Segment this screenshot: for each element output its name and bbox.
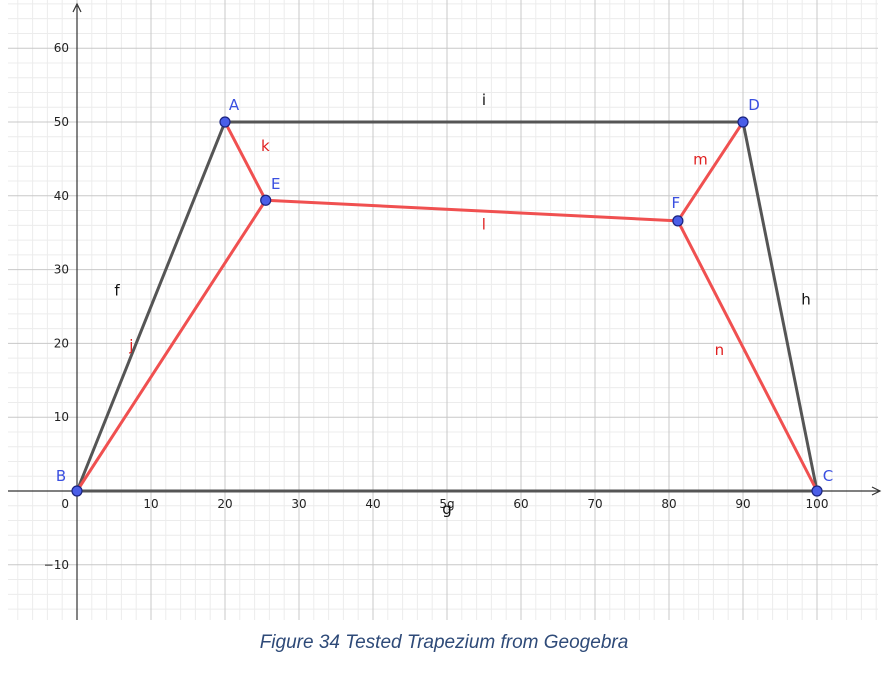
major-grid	[8, 0, 878, 620]
points	[71, 116, 823, 497]
segment-label-k: k	[261, 137, 270, 155]
x-tick-label: 100	[806, 497, 829, 511]
segment-k	[223, 120, 268, 202]
segment-label-h: h	[801, 291, 811, 309]
x-tick-label: 5g	[439, 497, 454, 511]
segments	[75, 120, 819, 493]
segment-label-g: g	[442, 500, 452, 518]
geometry-plot: 0 10 20 30 40 5g 60 70 80 90 100 −10 10 20 30 40 50 60 f i…	[8, 0, 882, 620]
labels: f i h g j k l m n A B C D E F	[56, 91, 833, 518]
point-label-D: D	[748, 96, 760, 114]
segment-label-m: m	[693, 150, 708, 168]
x-tick-label: 80	[661, 497, 676, 511]
minor-grid	[8, 0, 878, 620]
segment-l	[264, 198, 680, 223]
segment-n	[676, 219, 819, 493]
y-tick-label: 30	[54, 263, 69, 277]
x-tick-label: 20	[217, 497, 232, 511]
segment-label-n: n	[715, 341, 725, 359]
point-label-C: C	[823, 467, 833, 485]
x-tick-label: 0	[61, 497, 69, 511]
x-axis-arrow	[871, 486, 882, 496]
figure-caption: Figure 34 Tested Trapezium from Geogebra	[259, 632, 629, 653]
point-label-E: E	[271, 175, 280, 193]
x-tick-label: 90	[735, 497, 750, 511]
y-tick-label: 40	[54, 189, 69, 203]
point-label-B: B	[56, 467, 66, 485]
segment-label-i: i	[482, 91, 486, 109]
segment-f	[75, 120, 227, 493]
x-tick-label: 10	[143, 497, 158, 511]
point-C	[811, 485, 823, 497]
segment-label-l: l	[482, 216, 486, 234]
y-tick-label: −10	[44, 558, 69, 572]
x-tick-label: 70	[587, 497, 602, 511]
y-tick-label: 50	[54, 115, 69, 129]
x-tick-label: 40	[365, 497, 380, 511]
x-tick-label: 30	[291, 497, 306, 511]
y-tick-label: 20	[54, 336, 69, 350]
segment-label-j: j	[128, 337, 133, 355]
segment-m	[676, 120, 745, 223]
point-label-A: A	[229, 96, 240, 114]
point-A	[219, 116, 231, 128]
segment-label-f: f	[114, 282, 120, 300]
point-label-F: F	[672, 194, 681, 212]
point-E	[260, 194, 272, 206]
x-tick-label: 60	[513, 497, 528, 511]
point-F	[672, 215, 684, 227]
y-tick-label: 60	[54, 41, 69, 55]
point-D	[737, 116, 749, 128]
y-tick-label: 10	[54, 410, 69, 424]
segment-h	[741, 120, 819, 493]
point-B	[71, 485, 83, 497]
segment-j	[75, 198, 268, 493]
y-axis-arrow	[72, 2, 82, 13]
